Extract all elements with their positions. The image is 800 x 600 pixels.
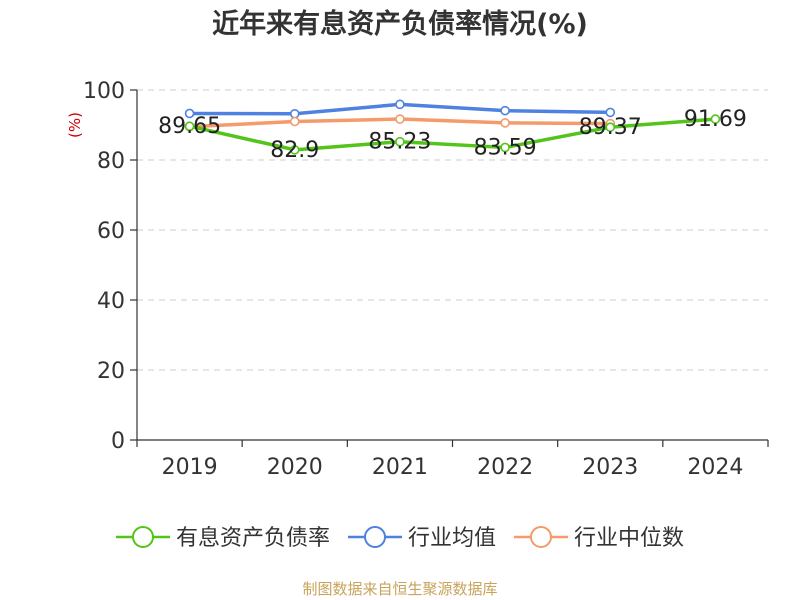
y-tick-label: 0 xyxy=(111,429,125,454)
x-tick-label: 2021 xyxy=(372,455,428,480)
data-label: 89.65 xyxy=(158,114,221,139)
data-point xyxy=(289,116,300,127)
y-tick-label: 60 xyxy=(97,219,125,244)
data-point xyxy=(605,122,616,133)
data-labels: 89.65 82.9 85.23 83.59 89.37 91.69 xyxy=(158,107,747,163)
legend: 有息资产负债率 行业均值 行业中位数 xyxy=(116,526,684,551)
legend-marker xyxy=(530,526,552,548)
source-note: 制图数据来自恒生聚源数据库 xyxy=(302,580,497,598)
series-layer xyxy=(184,99,721,155)
y-axis-label: (%) xyxy=(66,112,84,138)
data-point xyxy=(395,99,405,110)
x-tick-label: 2024 xyxy=(687,455,743,480)
data-point xyxy=(395,114,405,124)
data-point xyxy=(500,105,510,116)
data-label: 82.9 xyxy=(270,138,319,163)
series-line xyxy=(189,117,716,152)
chart-title: 近年来有息资产负债率情况(%) xyxy=(212,8,588,40)
data-point xyxy=(710,114,721,124)
x-tick-label: 2020 xyxy=(267,455,323,480)
data-label: 85.23 xyxy=(368,130,431,155)
x-tick-label: 2022 xyxy=(477,455,533,480)
y-tick-label: 80 xyxy=(97,149,125,174)
data-label: 89.37 xyxy=(579,115,642,140)
data-label: 91.69 xyxy=(684,107,747,132)
axes: 0 20 40 60 80 100 2019 2020 2021 2022 2023 2024 xyxy=(83,79,769,480)
data-point xyxy=(500,118,510,128)
x-tick-label: 2023 xyxy=(582,455,638,480)
data-point xyxy=(184,121,195,132)
legend-label: 行业中位数 xyxy=(574,526,684,551)
data-point xyxy=(184,108,195,119)
data-point xyxy=(289,145,300,155)
data-point xyxy=(289,109,300,119)
legend-marker xyxy=(132,526,154,548)
data-label: 83.59 xyxy=(474,135,537,160)
grid-lines xyxy=(137,89,768,371)
y-tick-label: 40 xyxy=(97,289,125,314)
data-point xyxy=(500,142,510,153)
y-tick-label: 100 xyxy=(83,79,125,104)
legend-marker xyxy=(364,526,386,548)
legend-label: 有息资产负债率 xyxy=(176,526,330,551)
legend-label: 行业均值 xyxy=(408,526,496,551)
data-point xyxy=(605,107,616,118)
y-tick-label: 20 xyxy=(97,359,125,384)
data-point xyxy=(395,136,405,147)
x-tick-label: 2019 xyxy=(162,455,218,480)
